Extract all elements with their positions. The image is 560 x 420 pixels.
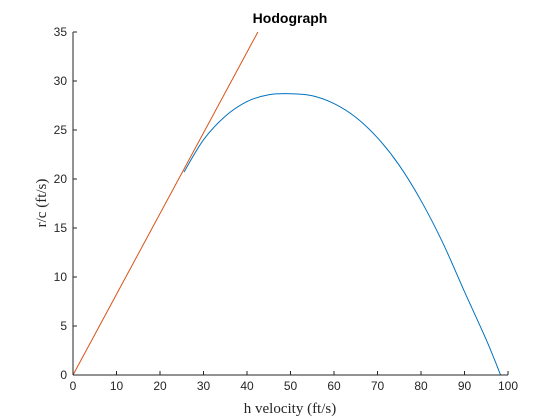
- x-tick-label: 60: [327, 379, 341, 393]
- x-tick-label: 0: [70, 379, 77, 393]
- y-tick-label: 30: [54, 74, 68, 88]
- y-tick-label: 20: [54, 172, 68, 186]
- x-tick-label: 50: [284, 379, 298, 393]
- x-tick-label: 90: [458, 379, 472, 393]
- series-line-1: [183, 93, 502, 376]
- y-axis-label: r/c (ft/s): [34, 179, 50, 228]
- axes: 0 10 20 30 40 50 60 70 80 90 100 0 5 10 15 20 25 30 35: [54, 25, 519, 393]
- plot-area: [73, 32, 508, 375]
- series-lines: [72, 31, 502, 376]
- y-tick-label: 35: [54, 25, 68, 39]
- x-tick-label: 10: [110, 379, 124, 393]
- y-tick-label: 25: [54, 123, 68, 137]
- x-tick-label: 70: [371, 379, 385, 393]
- chart-title: Hodograph: [253, 10, 328, 26]
- series-line-2: [72, 31, 259, 376]
- x-tick-label: 20: [153, 379, 167, 393]
- x-tick-label: 40: [240, 379, 254, 393]
- x-tick-label: 100: [498, 379, 518, 393]
- y-tick-label: 0: [60, 368, 67, 382]
- y-tick-label: 15: [54, 221, 68, 235]
- x-tick-label: 30: [197, 379, 211, 393]
- y-tick-label: 5: [60, 319, 67, 333]
- y-tick-label: 10: [54, 270, 68, 284]
- x-axis-label: h velocity (ft/s): [244, 401, 336, 417]
- x-tick-label: 80: [414, 379, 428, 393]
